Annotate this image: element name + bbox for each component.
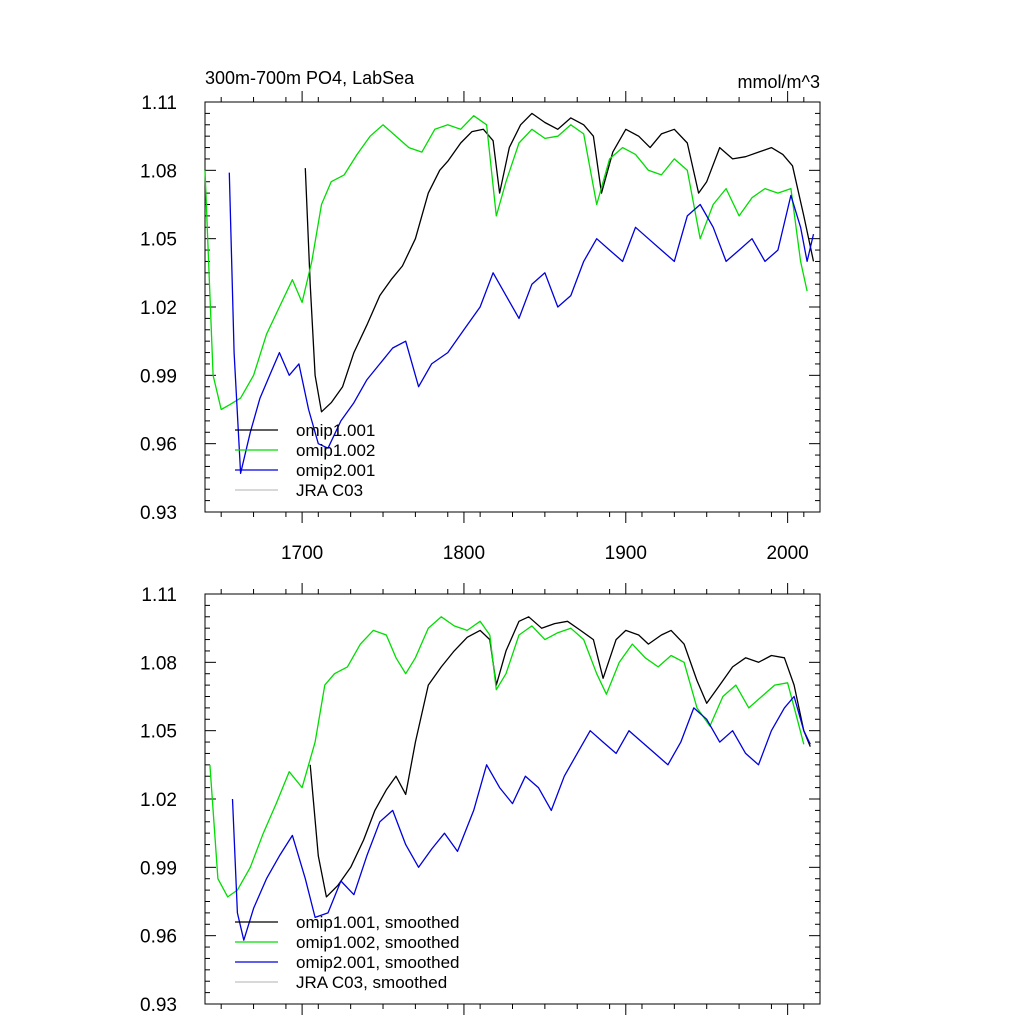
y-tick-label: 0.96: [140, 927, 177, 948]
x-tick-label: 1800: [443, 543, 485, 564]
x-tick-label: 2000: [766, 543, 808, 564]
bottom-panel: 0.93 0.96 0.99 1.02 1.05 1.08 1.11 omip1.001, s…: [140, 583, 821, 1016]
legend-label: omip1.002: [296, 441, 375, 460]
chart-units: mmol/m^3: [738, 72, 820, 92]
y-tick-label: 0.99: [140, 858, 177, 879]
series-line: [231, 695, 811, 941]
legend-label: omip1.002, smoothed: [296, 933, 460, 952]
legend-label: omip1.001, smoothed: [296, 913, 460, 932]
y-tick-label: 1.11: [141, 585, 177, 606]
series-line: [228, 172, 815, 474]
series-line: [204, 115, 808, 411]
legend-label: JRA C03: [296, 481, 363, 500]
y-tick-label: 1.08: [140, 161, 177, 182]
series-line: [209, 616, 805, 898]
y-tick-label: 0.93: [140, 503, 177, 524]
legend-label: omip1.001: [296, 421, 375, 440]
y-tick-label: 1.02: [140, 298, 177, 319]
y-tick-label: 1.08: [140, 653, 177, 674]
y-tick-label: 0.96: [140, 435, 177, 456]
legend-label: omip2.001, smoothed: [296, 953, 460, 972]
legend-label: JRA C03, smoothed: [296, 973, 447, 992]
y-tick-label: 1.02: [140, 790, 177, 811]
y-tick-label: 1.11: [141, 93, 177, 114]
y-tick-label: 1.05: [140, 722, 177, 743]
series-line: [309, 616, 811, 898]
legend-label: omip2.001: [296, 461, 375, 480]
y-tick-label: 0.99: [140, 366, 177, 387]
series-line: [304, 112, 815, 413]
y-tick-label: 1.05: [140, 230, 177, 251]
chart-title: 300m-700m PO4, LabSea: [205, 68, 415, 88]
y-tick-label: 0.93: [140, 995, 177, 1016]
x-tick-label: 1700: [281, 543, 323, 564]
top-panel: 0.93 0.96 0.99 1.02 1.05 1.08 1.11 1700 1800 1900…: [140, 91, 821, 564]
x-tick-label: 1900: [605, 543, 647, 564]
